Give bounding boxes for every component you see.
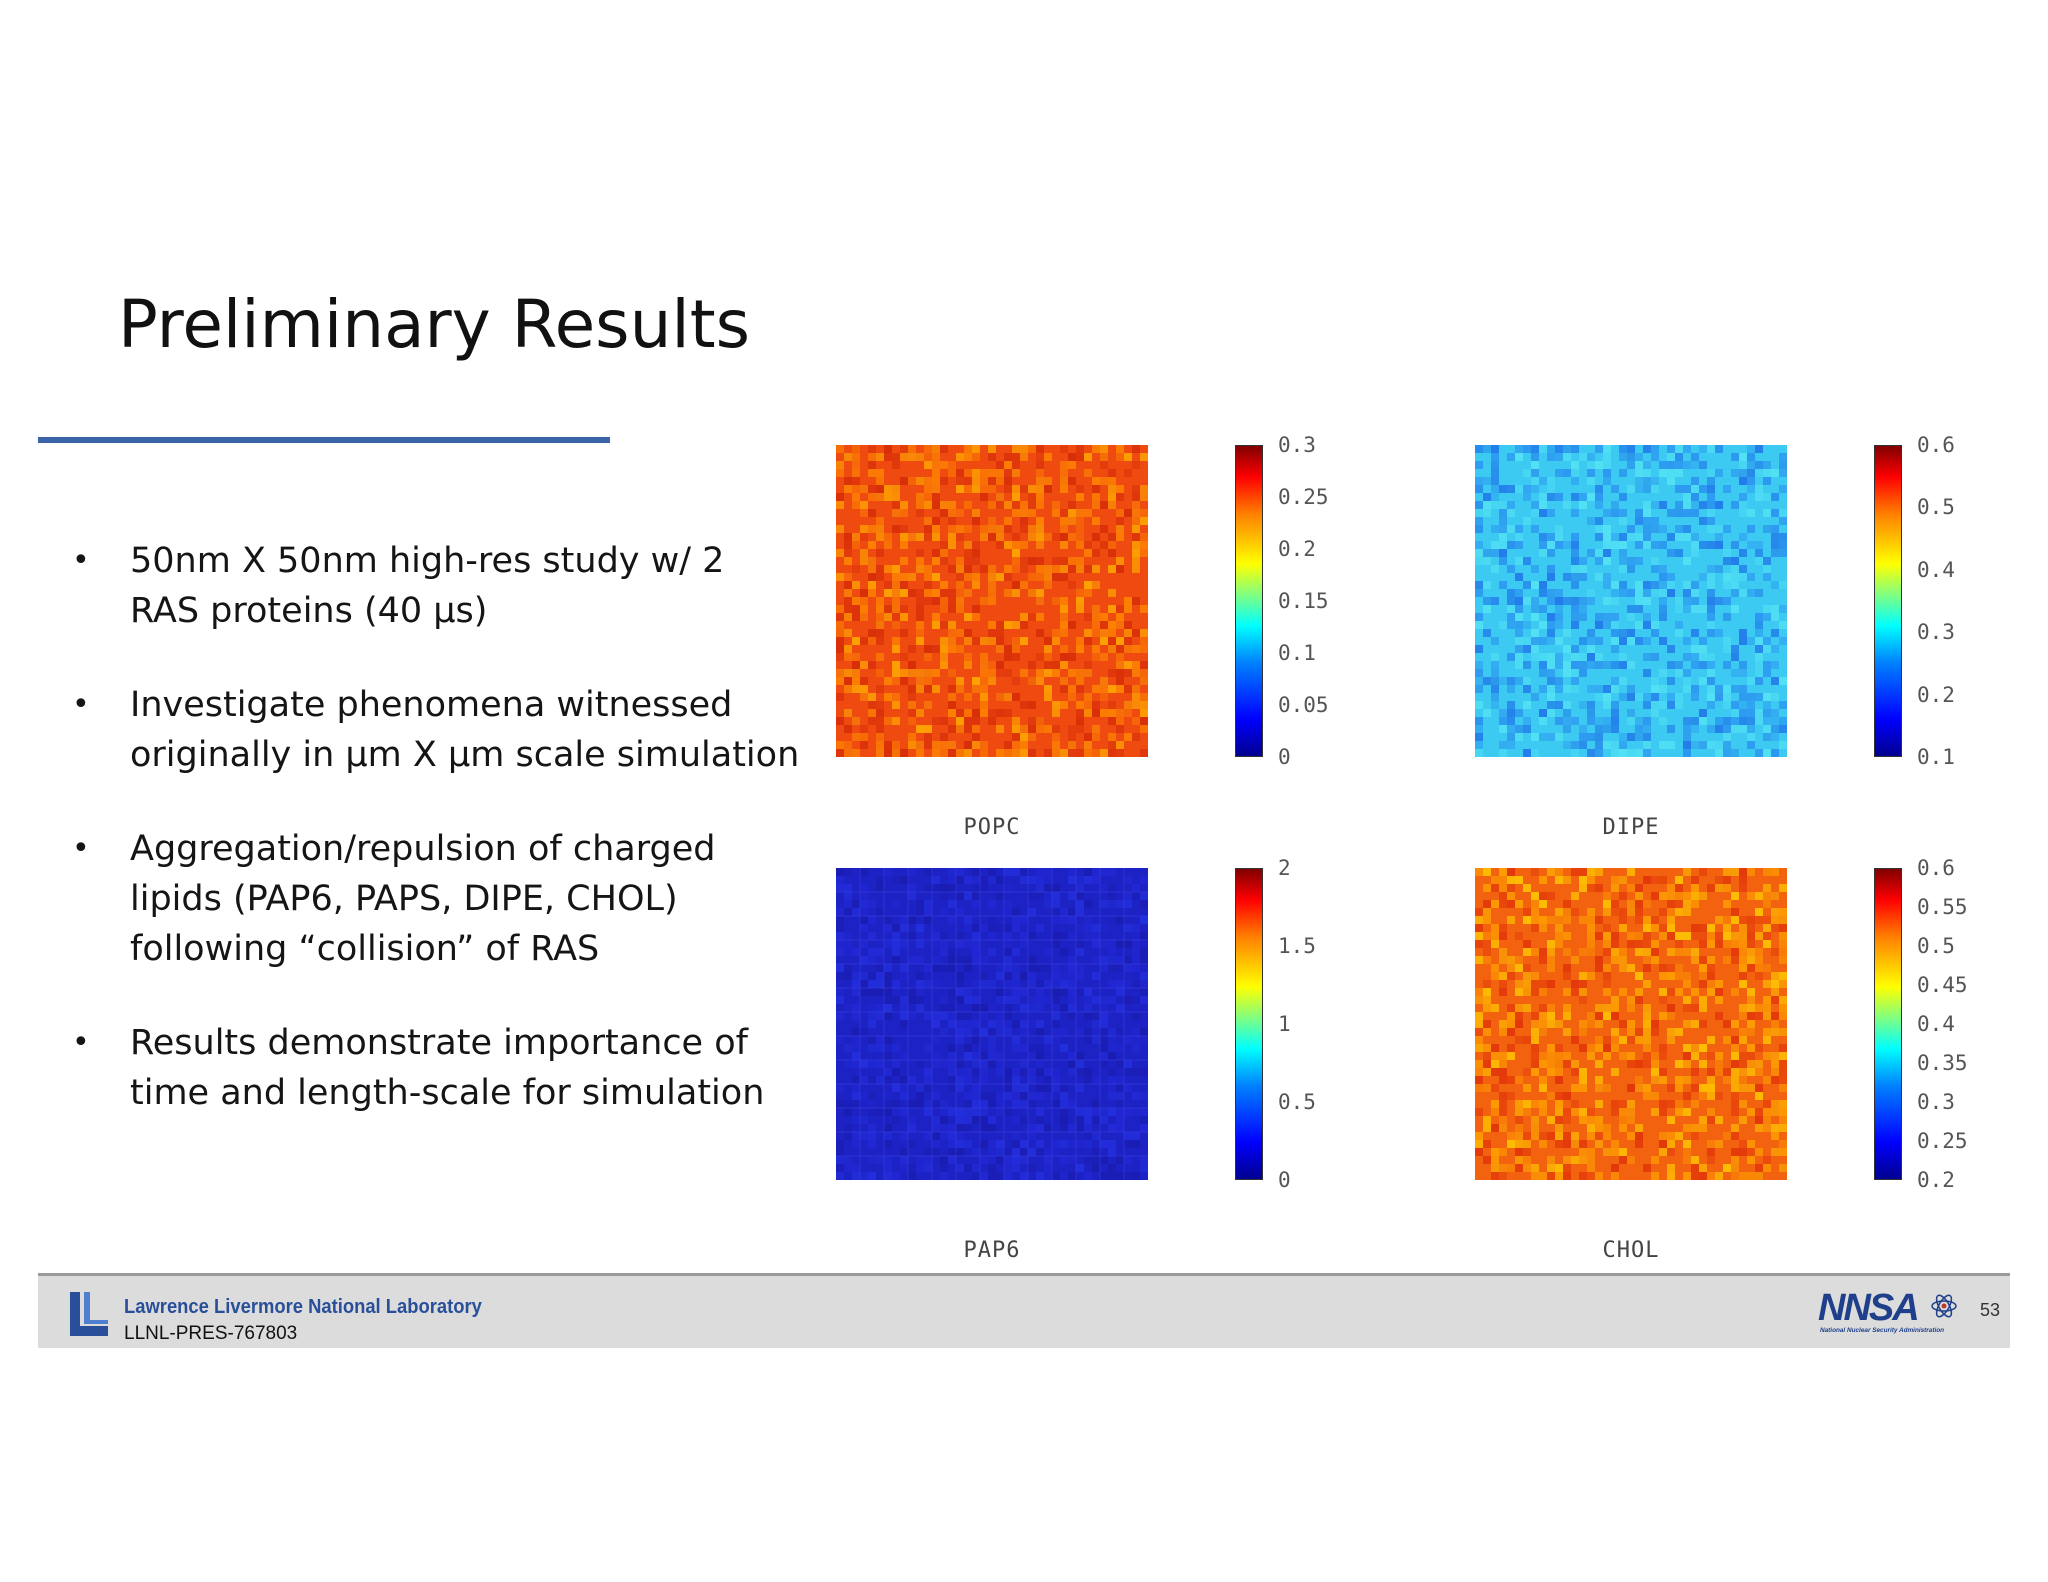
panel-label-popc: POPC: [963, 815, 1021, 840]
heatmap-popc-svg: [836, 445, 1148, 757]
title-underline: [38, 437, 610, 443]
heatmap-pap6-svg: [836, 868, 1148, 1180]
colorbar-tick-label: 0: [1278, 745, 1291, 769]
colorbar-tick-label: 0.5: [1917, 495, 1955, 520]
colorbar-tick-label: 0.5: [1278, 1090, 1316, 1114]
colorbar-tick-label: 0.4: [1917, 557, 1955, 582]
bullet-item: • 50nm X 50nm high-res study w/ 2 RAS pro…: [70, 536, 800, 636]
colorbar-tick-label: 0.4: [1917, 1012, 1955, 1036]
bullet-item: • Investigate phenomena witnessed origina…: [70, 680, 800, 780]
heatmap-popc: [836, 445, 1148, 757]
bullet-text: Aggregation/repulsion of charged lipids …: [130, 829, 716, 969]
slide-title: Preliminary Results: [118, 286, 750, 363]
colorbar-tick-label: 0: [1278, 1168, 1291, 1192]
colorbar-tick-label: 0.55: [1917, 895, 1968, 919]
colorbar-tick-label: 0.35: [1917, 1051, 1968, 1075]
nnsa-logo-icon: NNSA National Nuclear Security Administr…: [1818, 1287, 1957, 1334]
llnl-logo-icon: [70, 1292, 108, 1336]
heatmap-pap6: [836, 868, 1148, 1180]
heatmap-chol-svg: [1475, 868, 1787, 1180]
bullet-text: Investigate phenomena witnessed original…: [130, 685, 800, 775]
page-number: 53: [1980, 1300, 2001, 1320]
heatmap-chol: [1475, 868, 1787, 1180]
bullet-text: 50nm X 50nm high-res study w/ 2 RAS prot…: [130, 541, 725, 631]
colorbar-chol: [1874, 868, 1902, 1180]
colorbar-tick-label: 0.45: [1917, 973, 1968, 997]
colorbar-tick-label: 0.1: [1278, 641, 1316, 665]
lab-name: Lawrence Livermore National Laboratory: [124, 1296, 482, 1318]
bullet-list: • 50nm X 50nm high-res study w/ 2 RAS pro…: [70, 536, 800, 1162]
bullet-item: • Results demonstrate importance of time …: [70, 1018, 800, 1118]
footer-bar: Lawrence Livermore National Laboratory L…: [38, 1273, 2010, 1348]
colorbar-tick-label: 0.25: [1278, 485, 1329, 509]
colorbar-tick-label: 1: [1278, 1012, 1291, 1036]
colorbar-tick-label: 0.6: [1917, 856, 1955, 880]
colorbar-tick-label: 0.6: [1917, 433, 1955, 457]
document-code: LLNL-PRES-767803: [124, 1323, 298, 1344]
colorbar-tick-label: 0.25: [1917, 1129, 1968, 1153]
panel-label-dipe: DIPE: [1602, 815, 1660, 840]
colorbar-tick-label: 0.5: [1917, 934, 1955, 958]
bullet-dot-icon: •: [72, 1025, 90, 1060]
bullet-text: Results demonstrate importance of time a…: [130, 1023, 765, 1113]
panel-label-chol: CHOL: [1602, 1238, 1660, 1263]
colorbar-dipe: [1874, 445, 1902, 757]
colorbar-tick-label: 0.3: [1278, 433, 1316, 457]
heatmap-dipe: [1475, 445, 1787, 757]
colorbar-tick-label: 0.1: [1917, 745, 1955, 769]
colorbar-tick-label: 0.2: [1917, 682, 1955, 707]
colorbar-tick-label: 2: [1278, 856, 1291, 880]
nnsa-logo-subtext: National Nuclear Security Administration: [1820, 1327, 1944, 1334]
colorbar-tick-label: 0.05: [1278, 693, 1329, 717]
bullet-item: • Aggregation/repulsion of charged lipids…: [70, 824, 800, 974]
colorbar-tick-label: 1.5: [1278, 934, 1316, 958]
panel-label-pap6: PAP6: [963, 1238, 1021, 1263]
bullet-dot-icon: •: [72, 687, 90, 722]
colorbar-tick-label: 0.15: [1278, 589, 1329, 613]
heatmap-figure: POPC 0.3 0.25 0.2 0.15 0.1 0.05 0 DIPE 0.6 0.5 0…: [830, 430, 2020, 1270]
colorbar-popc: [1235, 445, 1263, 757]
bullet-dot-icon: •: [72, 831, 90, 866]
colorbar-pap6: [1235, 868, 1263, 1180]
colorbar-tick-label: 0.3: [1917, 620, 1955, 645]
heatmap-dipe-svg: [1475, 445, 1787, 757]
colorbar-tick-label: 0.2: [1917, 1168, 1955, 1192]
colorbar-tick-label: 0.2: [1278, 537, 1316, 561]
nnsa-logo-text: NNSA: [1818, 1287, 1918, 1329]
bullet-dot-icon: •: [72, 543, 90, 578]
colorbar-tick-label: 0.3: [1917, 1090, 1955, 1114]
